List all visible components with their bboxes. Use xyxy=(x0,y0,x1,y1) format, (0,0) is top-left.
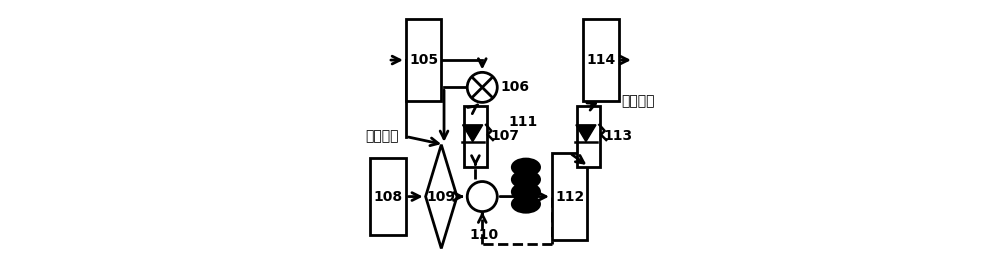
Text: 111: 111 xyxy=(509,115,538,129)
Text: 109: 109 xyxy=(427,189,456,204)
Text: 信号输入: 信号输入 xyxy=(365,129,398,144)
FancyBboxPatch shape xyxy=(552,153,587,240)
Circle shape xyxy=(467,182,497,212)
Ellipse shape xyxy=(512,171,540,188)
FancyBboxPatch shape xyxy=(406,19,441,101)
Ellipse shape xyxy=(512,196,540,212)
Text: 106: 106 xyxy=(501,80,530,94)
FancyBboxPatch shape xyxy=(370,158,406,235)
FancyBboxPatch shape xyxy=(583,19,619,101)
Ellipse shape xyxy=(512,183,540,200)
Text: 114: 114 xyxy=(586,53,616,67)
FancyBboxPatch shape xyxy=(464,106,487,167)
Polygon shape xyxy=(426,145,457,248)
Text: 信号输出: 信号输出 xyxy=(621,94,655,108)
Text: 110: 110 xyxy=(469,228,498,242)
Text: 113: 113 xyxy=(604,129,633,144)
Circle shape xyxy=(467,72,497,102)
Polygon shape xyxy=(463,125,483,142)
Text: 112: 112 xyxy=(555,189,584,204)
FancyBboxPatch shape xyxy=(577,106,600,167)
Polygon shape xyxy=(576,125,596,142)
Text: 105: 105 xyxy=(409,53,438,67)
Text: 107: 107 xyxy=(490,129,519,144)
Ellipse shape xyxy=(512,159,540,175)
Text: 108: 108 xyxy=(374,189,403,204)
